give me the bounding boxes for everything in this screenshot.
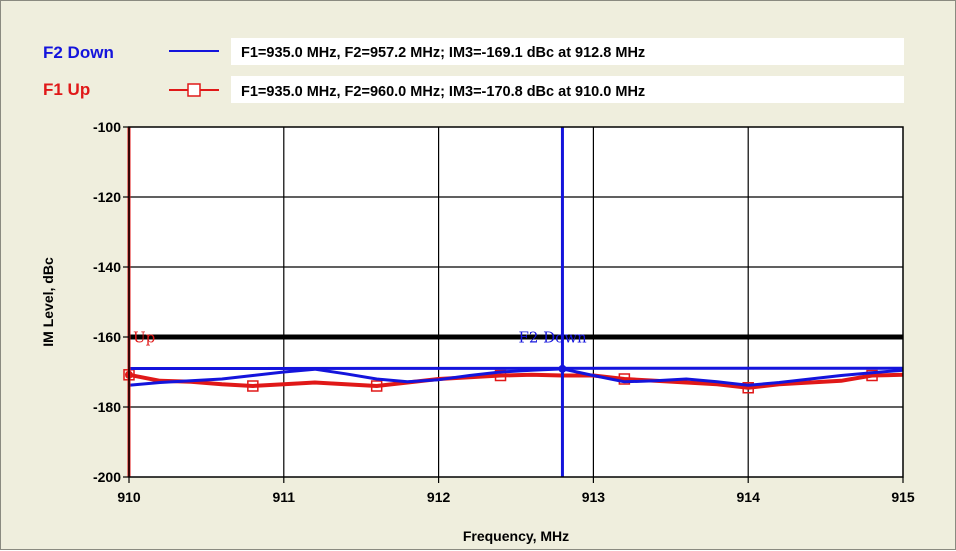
- legend-text-f1-up: F1=935.0 MHz, F2=960.0 MHz; IM3=-170.8 d…: [241, 84, 645, 100]
- legend-marker-f1-up: [188, 84, 200, 96]
- y-tick-label: -100: [93, 119, 121, 135]
- marker-label-f1-up: Up: [133, 328, 155, 346]
- x-tick-label: 915: [891, 489, 915, 505]
- x-tick-label: 913: [582, 489, 606, 505]
- x-tick-label: 911: [273, 489, 296, 505]
- y-tick-label: -180: [93, 399, 121, 415]
- y-tick-label: -200: [93, 469, 121, 485]
- legend-entry-f1-up: F1 Up F1=935.0 MHz, F2=960.0 MHz; IM3=-1…: [43, 76, 904, 103]
- plot-area: [129, 127, 903, 477]
- legend-text-f2-down: F1=935.0 MHz, F2=957.2 MHz; IM3=-169.1 d…: [241, 45, 645, 61]
- x-tick-label: 914: [737, 489, 761, 505]
- y-tick-label: -140: [93, 259, 121, 275]
- legend-entry-f2-down: F2 Down F1=935.0 MHz, F2=957.2 MHz; IM3=…: [43, 38, 904, 65]
- marker-label-f2-down: F2 Down: [518, 328, 587, 346]
- x-axis-title: Frequency, MHz: [463, 528, 569, 544]
- x-tick-label: 910: [117, 489, 141, 505]
- y-tick-label: -120: [93, 189, 121, 205]
- legend-name-f1-up: F1 Up: [43, 80, 90, 99]
- x-tick-label: 912: [427, 489, 451, 505]
- marker-point-f2-down: [558, 365, 566, 373]
- legend-name-f2-down: F2 Down: [43, 43, 114, 62]
- y-axis-title: IM Level, dBc: [40, 257, 56, 347]
- y-tick-label: -160: [93, 329, 121, 345]
